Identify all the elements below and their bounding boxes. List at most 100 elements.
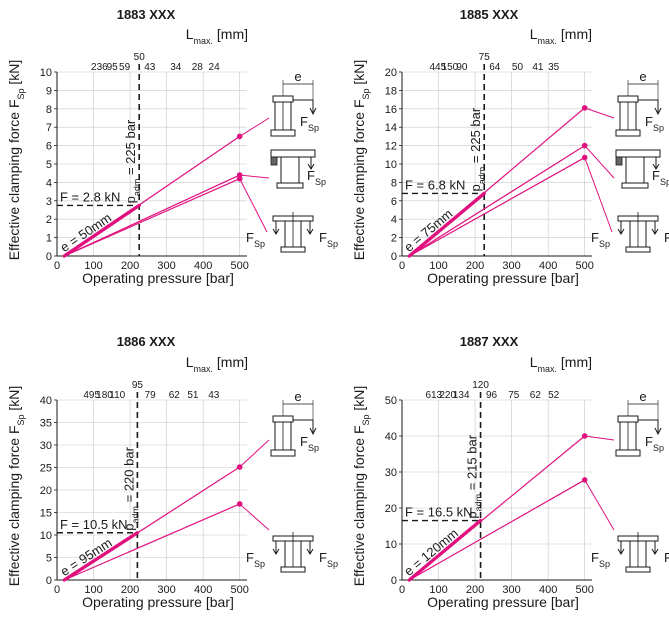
- y-axis-label-part: [kN]: [351, 60, 367, 89]
- y-tick-label: 35: [40, 418, 52, 430]
- y-tick-label: 18: [385, 85, 397, 97]
- x-tick-label: 400: [194, 260, 212, 272]
- y-axis-label-part: Sp: [361, 88, 371, 99]
- force-symbol-label-part: Sp: [327, 559, 338, 569]
- force-symbol-label: FSp: [645, 114, 664, 133]
- force-symbol-label: FSp: [591, 230, 610, 249]
- force-arrow-icon: [651, 221, 659, 235]
- connector-line: [239, 174, 270, 179]
- top-tick-label: 50: [512, 62, 524, 73]
- force-label: F = 2.8 kN: [60, 189, 120, 204]
- y-tick-label: 30: [385, 467, 397, 479]
- x-tick-label: 0: [54, 584, 60, 596]
- y-tick-label: 2: [391, 233, 397, 245]
- top-axis-label: Lmax. [mm]: [530, 354, 592, 374]
- clamp-base-shape: [276, 182, 304, 189]
- force-symbol-label: FSp: [246, 230, 265, 249]
- top-tick-label: 52: [548, 390, 560, 401]
- force-symbol-label-part: F: [591, 230, 599, 245]
- y-axis-label-part: Effective clamping force F: [6, 425, 22, 586]
- highlight-segment: [407, 191, 486, 258]
- top-axis-label-part: L: [530, 354, 538, 370]
- top-tick-label: 445: [429, 62, 446, 73]
- y-tick-label: 0: [46, 251, 52, 263]
- clamp-arm-shape: [270, 149, 316, 158]
- y-tick-label: 40: [385, 431, 397, 443]
- y-tick-label: 50: [385, 395, 397, 407]
- force-symbol-label: FSp: [300, 434, 319, 453]
- series-line-1: [64, 503, 240, 581]
- force-symbol-label-part: F: [645, 434, 653, 449]
- connector-line: [584, 157, 613, 233]
- clamp-base-shape: [621, 182, 649, 189]
- x-axis-label: Operating pressure [bar]: [82, 594, 234, 610]
- force-label: F = 16.5 kN: [405, 505, 473, 520]
- y-tick-label: 8: [46, 104, 52, 116]
- padm-label-part: adm: [474, 494, 484, 512]
- clamp-base-shape: [280, 246, 306, 253]
- force-label: F = 10.5 kN: [60, 517, 128, 532]
- top-axis-label-part: [mm]: [557, 26, 592, 42]
- padm-label-part: p: [121, 524, 136, 531]
- y-tick-label: 4: [46, 177, 52, 189]
- e-label: e = 95mm: [58, 535, 115, 579]
- clamp-diagram-icon: FSp: [615, 149, 669, 189]
- top-tick-label: 62: [530, 390, 542, 401]
- top-tick-label: 79: [145, 390, 157, 401]
- force-arrow-icon: [272, 221, 280, 235]
- padm-label-part: adm: [477, 167, 487, 185]
- top-axis-label-part: max.: [193, 36, 213, 46]
- top-tick-label: 35: [548, 62, 560, 73]
- chart-title: 1887 XXX: [460, 334, 519, 349]
- connector-line: [584, 107, 615, 119]
- padm-label: padm = 215 bar: [465, 434, 484, 518]
- clamp-base-shape: [625, 246, 651, 253]
- top-marker-label: 75: [479, 52, 491, 63]
- force-symbol-label-part: F: [319, 230, 327, 245]
- x-tick-label: 100: [84, 584, 102, 596]
- force-symbol-label: FSp: [664, 230, 669, 249]
- padm-label-part: p: [465, 511, 480, 518]
- top-axis-label-part: [mm]: [557, 354, 592, 370]
- clamp-body-shape: [625, 156, 645, 184]
- y-tick-label: 4: [391, 214, 397, 226]
- y-tick-label: 9: [46, 85, 52, 97]
- force-symbol-label-part: Sp: [308, 123, 319, 133]
- y-axis-label-part: [kN]: [351, 386, 367, 415]
- force-symbol-label-part: F: [591, 550, 599, 565]
- y-axis-label: Effective clamping force FSp [kN]: [6, 386, 26, 587]
- workpiece-shape: [270, 156, 278, 166]
- force-symbol-label: FSp: [246, 550, 265, 569]
- force-symbol-label: FSp: [300, 114, 319, 133]
- y-tick-label: 0: [391, 251, 397, 263]
- y-axis-label: Effective clamping force FSp [kN]: [351, 60, 371, 261]
- connector-line: [239, 439, 270, 468]
- clamp-base-shape: [280, 566, 306, 573]
- force-symbol-label: FSp: [319, 550, 338, 569]
- force-symbol-label: FSp: [591, 550, 610, 569]
- y-tick-label: 10: [40, 530, 52, 542]
- clamp-arm-shape: [617, 415, 639, 423]
- x-tick-label: 100: [84, 260, 102, 272]
- x-tick-label: 100: [429, 260, 447, 272]
- top-axis-label-part: L: [530, 26, 538, 42]
- top-axis-label-part: [mm]: [213, 26, 248, 42]
- y-axis-label: Effective clamping force FSp [kN]: [6, 60, 26, 261]
- e-label: e = 75mm: [401, 206, 455, 255]
- clamp-diagram-icon: e FSp: [270, 69, 319, 137]
- x-tick-label: 200: [466, 260, 484, 272]
- x-axis-label: Operating pressure [bar]: [427, 594, 579, 610]
- clamp-diagram-icon: FSp: [270, 149, 326, 189]
- y-tick-label: 5: [46, 553, 52, 565]
- top-tick-label: 150: [442, 62, 459, 73]
- clamp-arm-shape: [615, 149, 661, 158]
- force-symbol-label: FSp: [652, 168, 669, 187]
- chart-title: 1883 XXX: [117, 7, 176, 22]
- top-tick-label: 59: [119, 62, 131, 73]
- top-axis-label: Lmax. [mm]: [186, 26, 248, 46]
- top-tick-label: 220: [439, 390, 456, 401]
- y-tick-label: 0: [391, 575, 397, 587]
- padm-label-part: adm: [130, 506, 140, 524]
- force-arrow-icon: [272, 541, 280, 555]
- x-tick-label: 400: [539, 584, 557, 596]
